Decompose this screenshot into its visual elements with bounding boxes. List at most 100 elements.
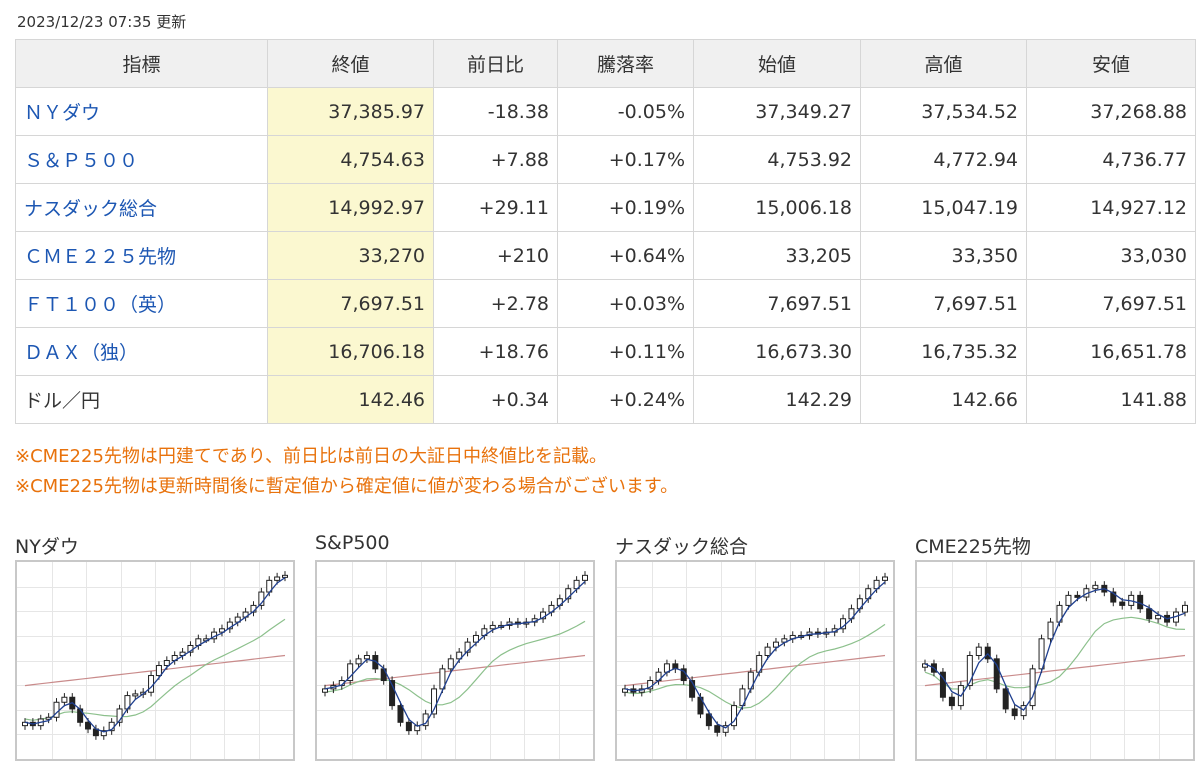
note-line: ※CME225先物は円建てであり、前日比は前日の大証日中終値比を記載。	[15, 446, 608, 467]
header-change: 前日比	[433, 39, 558, 88]
candle-body	[1047, 621, 1054, 640]
candle-body	[132, 693, 139, 697]
row-name-cell: ＮＹダウ	[15, 87, 268, 136]
change-value: +29.11	[433, 183, 558, 232]
rate-value: +0.64%	[557, 231, 694, 280]
chart-nasdaq: ナスダック総合	[615, 532, 895, 761]
table-header-row: 指標 終値 前日比 騰落率 始値 高値 安値	[15, 39, 1196, 88]
index-link-sp500[interactable]: Ｓ＆Ｐ５００	[24, 150, 139, 172]
index-link-cme225[interactable]: ＣＭＥ２２５先物	[24, 246, 177, 268]
chart-svg	[17, 562, 293, 759]
row-name-usdjpy: ドル／円	[15, 375, 268, 424]
index-link-ft100[interactable]: ＦＴ１００（英）	[24, 294, 177, 316]
candle-body	[1065, 594, 1072, 606]
close-value: 37,385.97	[267, 87, 434, 136]
high-value: 33,350	[860, 231, 1027, 280]
low-value: 16,651.78	[1026, 327, 1196, 376]
ma-short-line	[324, 581, 586, 727]
close-value: 142.46	[267, 375, 434, 424]
chart-svg	[617, 562, 893, 759]
candle-body	[100, 730, 107, 737]
chart-title: NYダウ	[15, 536, 79, 558]
candle-body	[1038, 638, 1045, 670]
table-row: Ｓ＆Ｐ５００ 4,754.63 +7.88 +0.17% 4,753.92 4,…	[15, 135, 1196, 184]
ma-mid-line	[24, 618, 286, 721]
header-low: 安値	[1026, 39, 1196, 88]
candle-body	[85, 721, 92, 730]
rate-value: +0.19%	[557, 183, 694, 232]
chart-title: S&P500	[315, 532, 390, 554]
candle-body	[582, 574, 588, 581]
rate-value: +0.24%	[557, 375, 694, 424]
candle-body	[948, 696, 955, 707]
close-value: 4,754.63	[267, 135, 434, 184]
candle-body	[1182, 604, 1188, 613]
ma-short-line	[24, 577, 286, 733]
notes: ※CME225先物は円建てであり、前日比は前日の大証日中終値比を記載。 ※CME…	[15, 442, 678, 502]
candle-body	[274, 576, 281, 581]
high-value: 142.66	[860, 375, 1027, 424]
chart-image[interactable]	[615, 560, 895, 761]
candle-body	[22, 721, 28, 727]
candle-body	[397, 705, 404, 723]
table-row: ＤＡＸ（独） 16,706.18 +18.76 +0.11% 16,673.30…	[15, 327, 1196, 376]
candle-body	[439, 668, 446, 690]
candle-body	[1110, 591, 1117, 603]
ma-mid-line	[624, 623, 886, 709]
change-value: +18.76	[433, 327, 558, 376]
candle-body	[993, 658, 1000, 690]
candle-body	[1146, 608, 1153, 620]
index-link-dax[interactable]: ＤＡＸ（独）	[24, 342, 139, 364]
candle-body	[163, 660, 170, 667]
table-row: ＣＭＥ２２５先物 33,270 +210 +0.64% 33,205 33,35…	[15, 231, 1196, 280]
ma-long-line	[24, 654, 286, 687]
ma-long-line	[324, 654, 586, 687]
candle-body	[975, 646, 982, 657]
row-name-cell: ＦＴ１００（英）	[15, 279, 268, 328]
high-value: 16,735.32	[860, 327, 1027, 376]
candle-body	[472, 634, 479, 643]
close-value: 7,697.51	[267, 279, 434, 328]
candle-body	[355, 658, 362, 665]
open-value: 15,006.18	[693, 183, 861, 232]
candle-body	[389, 680, 396, 707]
candle-body	[61, 696, 68, 703]
candle-body	[148, 675, 155, 693]
index-link-nydow[interactable]: ＮＹダウ	[24, 102, 101, 124]
close-value: 33,270	[267, 231, 434, 280]
chart-image[interactable]	[15, 560, 295, 761]
candle-body	[722, 725, 729, 733]
table-row: ＦＴ１００（英） 7,697.51 +2.78 +0.03% 7,697.51 …	[15, 279, 1196, 328]
low-value: 14,927.12	[1026, 183, 1196, 232]
header-high: 高値	[860, 39, 1027, 88]
index-link-nasdaq[interactable]: ナスダック総合	[24, 198, 158, 220]
rate-value: +0.03%	[557, 279, 694, 328]
candle-body	[689, 680, 696, 698]
updated-timestamp: 2023/12/23 07:35 更新	[17, 13, 187, 31]
candle-body	[565, 588, 572, 600]
low-value: 141.88	[1026, 375, 1196, 424]
high-value: 37,534.52	[860, 87, 1027, 136]
candle-body	[882, 576, 888, 581]
candle-body	[116, 708, 123, 723]
rate-value: +0.17%	[557, 135, 694, 184]
candle-body	[1137, 594, 1144, 610]
ma-short-line	[924, 588, 1186, 711]
chart-image[interactable]	[315, 560, 595, 761]
open-value: 4,753.92	[693, 135, 861, 184]
table-row: ＮＹダウ 37,385.97 -18.38 -0.05% 37,349.27 3…	[15, 87, 1196, 136]
chart-nydow: NYダウ	[15, 532, 295, 761]
low-value: 33,030	[1026, 231, 1196, 280]
candle-body	[966, 655, 973, 687]
header-indicator: 指標	[15, 39, 268, 88]
candle-body	[764, 646, 771, 657]
candle-body	[489, 624, 496, 630]
candle-body	[1119, 601, 1126, 606]
row-name-cell: ＣＭＥ２２５先物	[15, 231, 268, 280]
row-name-cell: ＤＡＸ（独）	[15, 327, 268, 376]
candle-body	[363, 655, 370, 660]
chart-cme225: CME225先物	[915, 532, 1195, 761]
candle-body	[258, 591, 265, 606]
chart-image[interactable]	[915, 560, 1195, 761]
candle-body	[372, 655, 379, 670]
